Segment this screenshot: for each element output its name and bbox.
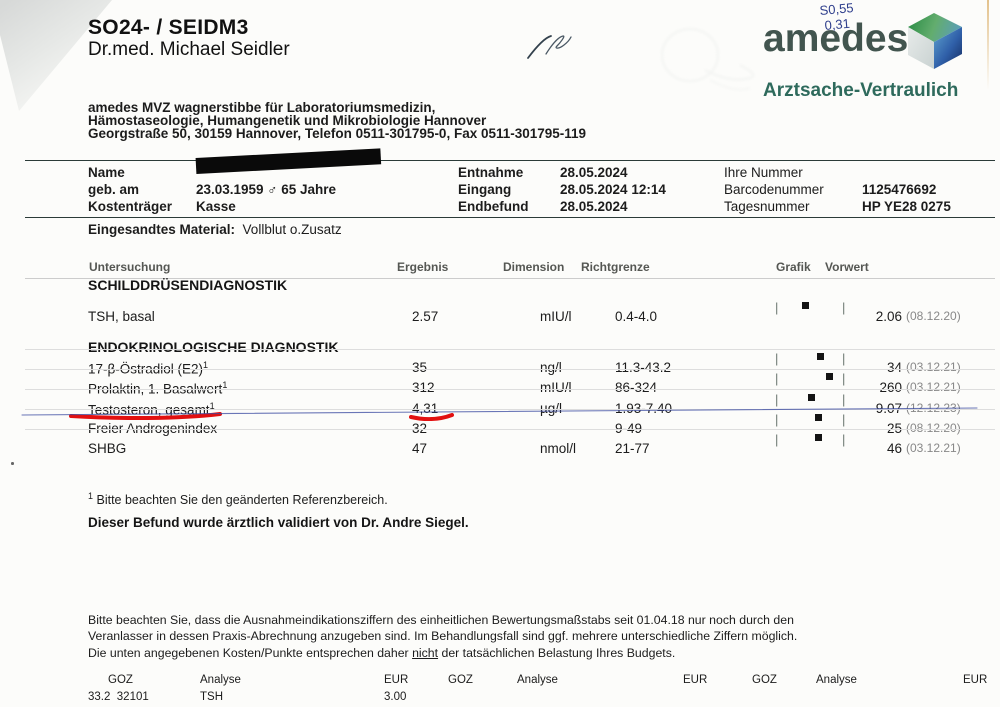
svg-text:0,31: 0,31	[824, 16, 851, 33]
